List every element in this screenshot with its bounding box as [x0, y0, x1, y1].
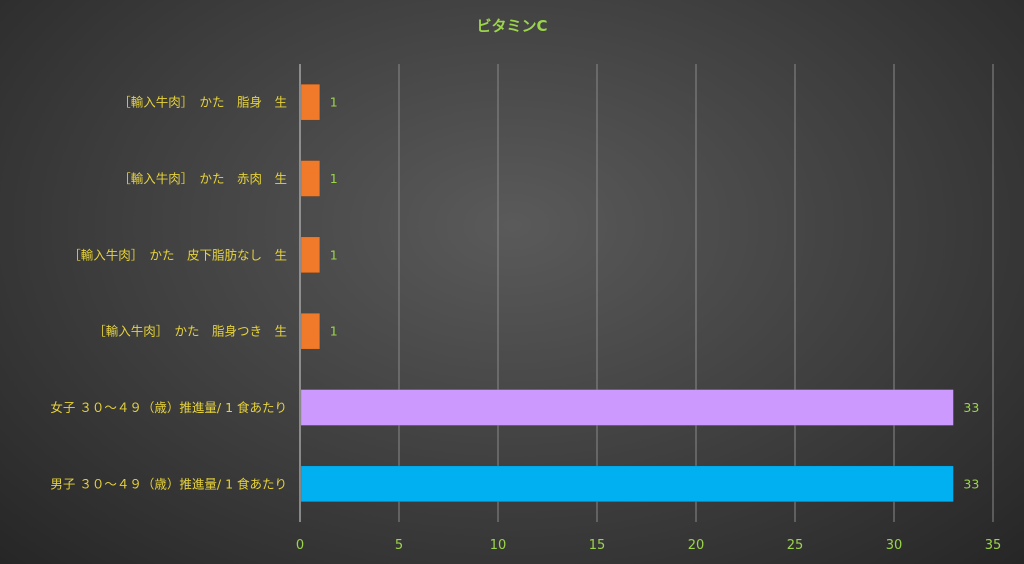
- gridlines: [398, 64, 994, 522]
- data-label: 33: [963, 476, 979, 491]
- category-label: 男子 ３０～４９（歳）推進量/ 1 食あたり: [50, 476, 287, 491]
- chart-title: ビタミンC: [476, 17, 547, 35]
- category-label: ［輸入牛肉］ かた 赤肉 生: [118, 171, 287, 186]
- x-tick-label: 35: [985, 538, 1002, 553]
- category-label: ［輸入牛肉］ かた 脂身 生: [118, 95, 287, 110]
- bars: [300, 83, 954, 503]
- bar: [300, 83, 321, 121]
- category-label: ［輸入牛肉］ かた 脂身つき 生: [93, 324, 287, 339]
- data-label: 1: [330, 247, 338, 262]
- bar: [300, 389, 954, 426]
- data-labels: 1 1 1 1 33 33: [330, 95, 980, 492]
- x-tick-label: 5: [395, 538, 403, 553]
- data-label: 1: [330, 171, 338, 186]
- x-tick-label: 0: [296, 538, 304, 553]
- category-labels: ［輸入牛肉］ かた 脂身 生 ［輸入牛肉］ かた 赤肉 生 ［輸入牛肉］ かた 皮下…: [50, 95, 287, 492]
- category-label: 女子 ３０～４９（歳）推進量/ 1 食あたり: [50, 400, 287, 415]
- x-tick-label: 25: [787, 538, 804, 553]
- x-tick-label: 30: [886, 538, 903, 553]
- bar: [300, 160, 321, 197]
- bar: [300, 312, 321, 350]
- category-label: ［輸入牛肉］ かた 皮下脂肪なし 生: [68, 247, 287, 262]
- x-tick-label: 15: [589, 538, 606, 553]
- data-label: 1: [330, 95, 338, 110]
- x-tick-labels: 0 5 10 15 20 25 30 35: [296, 538, 1001, 553]
- x-tick-label: 10: [490, 538, 507, 553]
- data-label: 1: [330, 324, 338, 339]
- data-label: 33: [963, 400, 979, 415]
- bar: [300, 236, 321, 274]
- bar: [300, 465, 954, 503]
- x-tick-label: 20: [688, 538, 705, 553]
